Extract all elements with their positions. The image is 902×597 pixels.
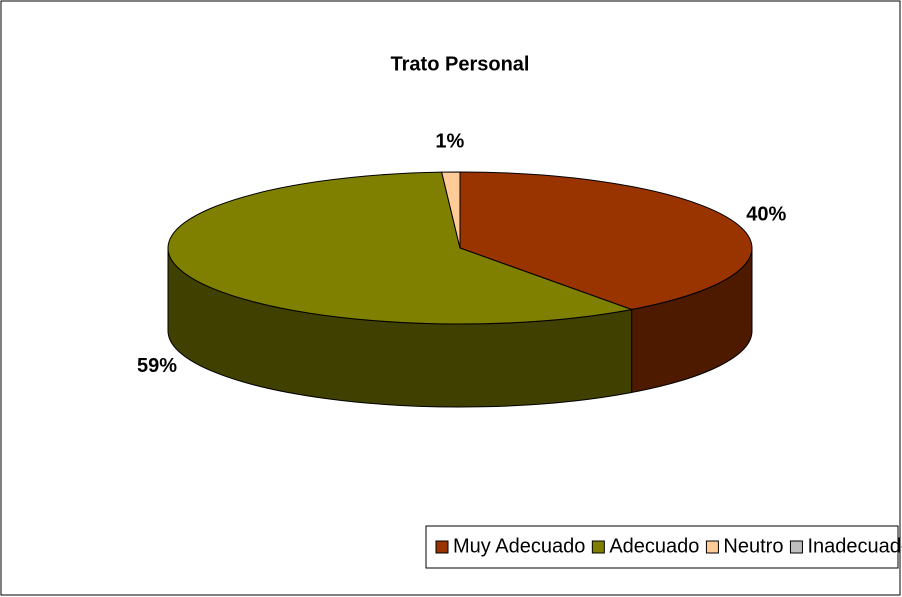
slice — [459, 171, 753, 311]
legend-label: Muy Adecuado — [453, 535, 585, 557]
legend-label: Inadecuado — [807, 535, 902, 557]
slice — [167, 171, 634, 325]
legend-swatch — [705, 540, 719, 554]
legend-box — [425, 525, 899, 569]
legend-label: Neutro — [723, 535, 783, 557]
data-label: 59% — [137, 355, 177, 377]
data-label: 1% — [435, 130, 464, 152]
legend-swatch — [789, 540, 803, 554]
legend-swatch — [435, 540, 449, 554]
data-label: 40% — [746, 204, 786, 226]
legend-swatch — [591, 540, 605, 554]
chart-title: Trato Personal — [391, 53, 530, 75]
legend-label: Adecuado — [609, 535, 699, 557]
